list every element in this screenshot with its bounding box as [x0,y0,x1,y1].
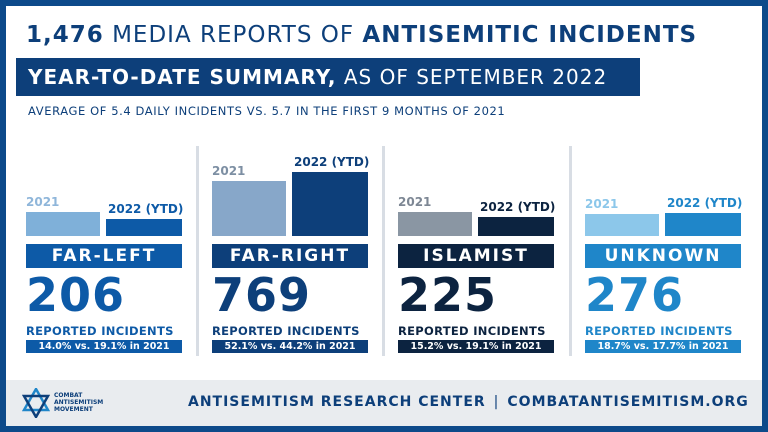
website-link[interactable]: COMBATANTISEMITISM.ORG [507,394,749,410]
research-center-name: ANTISEMITISM RESEARCH CENTER [188,394,486,410]
star-logo-icon [22,388,50,418]
page-title: 1,476 MEDIA REPORTS OF ANTISEMITIC INCID… [26,22,697,48]
panel-divider [196,146,199,356]
category-label: UNKNOWN [585,244,741,268]
subtitle: AVERAGE OF 5.4 DAILY INCIDENTS VS. 5.7 I… [28,104,506,118]
logo-line: MOVEMENT [54,406,93,413]
logo-wordmark: COMBAT ANTISEMITISM MOVEMENT [54,392,114,413]
comparison-label: 14.0% vs. 19.1% in 2021 [26,340,182,353]
comparison-label: 52.1% vs. 44.2% in 2021 [212,340,368,353]
bar-2022-ytd [292,172,368,236]
footer-text: ANTISEMITISM RESEARCH CENTER | COMBATANTIS… [188,394,749,410]
category-panel: 2021 2022 (YTD) FAR-RIGHT 769 REPORTED INCID… [212,150,372,360]
bar-2021 [398,212,472,236]
logo-line: COMBAT [54,392,83,399]
year-label-2022: 2022 (YTD) [480,200,556,214]
year-label-2021: 2021 [212,164,246,178]
year-label-2021: 2021 [585,197,619,211]
year-label-2022: 2022 (YTD) [108,202,184,216]
category-panel: 2021 2022 (YTD) UNKNOWN 276 REPORTED INCIDEN… [585,150,745,360]
summary-banner: YEAR-TO-DATE SUMMARY, AS OF SEPTEMBER 20… [16,58,640,96]
category-label: FAR-RIGHT [212,244,368,268]
category-label: FAR-LEFT [26,244,182,268]
bar-2021 [26,212,100,236]
year-label-2022: 2022 (YTD) [667,196,743,210]
title-count: 1,476 [26,22,104,48]
reported-incidents-label: REPORTED INCIDENTS [212,324,360,338]
panel-divider [569,146,572,356]
logo-line: ANTISEMITISM [54,399,104,406]
bar-2021 [212,181,286,236]
title-end: ANTISEMITIC INCIDENTS [362,22,698,48]
incident-count: 225 [398,268,498,322]
reported-incidents-label: REPORTED INCIDENTS [398,324,546,338]
comparison-label: 18.7% vs. 17.7% in 2021 [585,340,741,353]
category-label: ISLAMIST [398,244,554,268]
incident-count: 276 [585,268,685,322]
bar-2022-ytd [665,213,741,236]
category-panel: 2021 2022 (YTD) FAR-LEFT 206 REPORTED INCIDE… [26,150,186,360]
banner-bold: YEAR-TO-DATE SUMMARY, [28,65,337,89]
year-label-2021: 2021 [26,195,60,209]
incident-count: 206 [26,268,126,322]
panel-divider [382,146,385,356]
bar-2022-ytd [106,219,182,236]
banner-rest: AS OF SEPTEMBER 2022 [343,65,608,89]
reported-incidents-label: REPORTED INCIDENTS [585,324,733,338]
year-label-2021: 2021 [398,195,432,209]
footer: COMBAT ANTISEMITISM MOVEMENT ANTISEMITIS… [6,380,762,426]
footer-separator: | [493,394,500,410]
bar-2022-ytd [478,217,554,236]
title-middle: MEDIA REPORTS OF [112,22,355,48]
comparison-label: 15.2% vs. 19.1% in 2021 [398,340,554,353]
reported-incidents-label: REPORTED INCIDENTS [26,324,174,338]
incident-count: 769 [212,268,312,322]
bar-2021 [585,214,659,236]
year-label-2022: 2022 (YTD) [294,155,370,169]
category-panel: 2021 2022 (YTD) ISLAMIST 225 REPORTED INCIDE… [398,150,558,360]
